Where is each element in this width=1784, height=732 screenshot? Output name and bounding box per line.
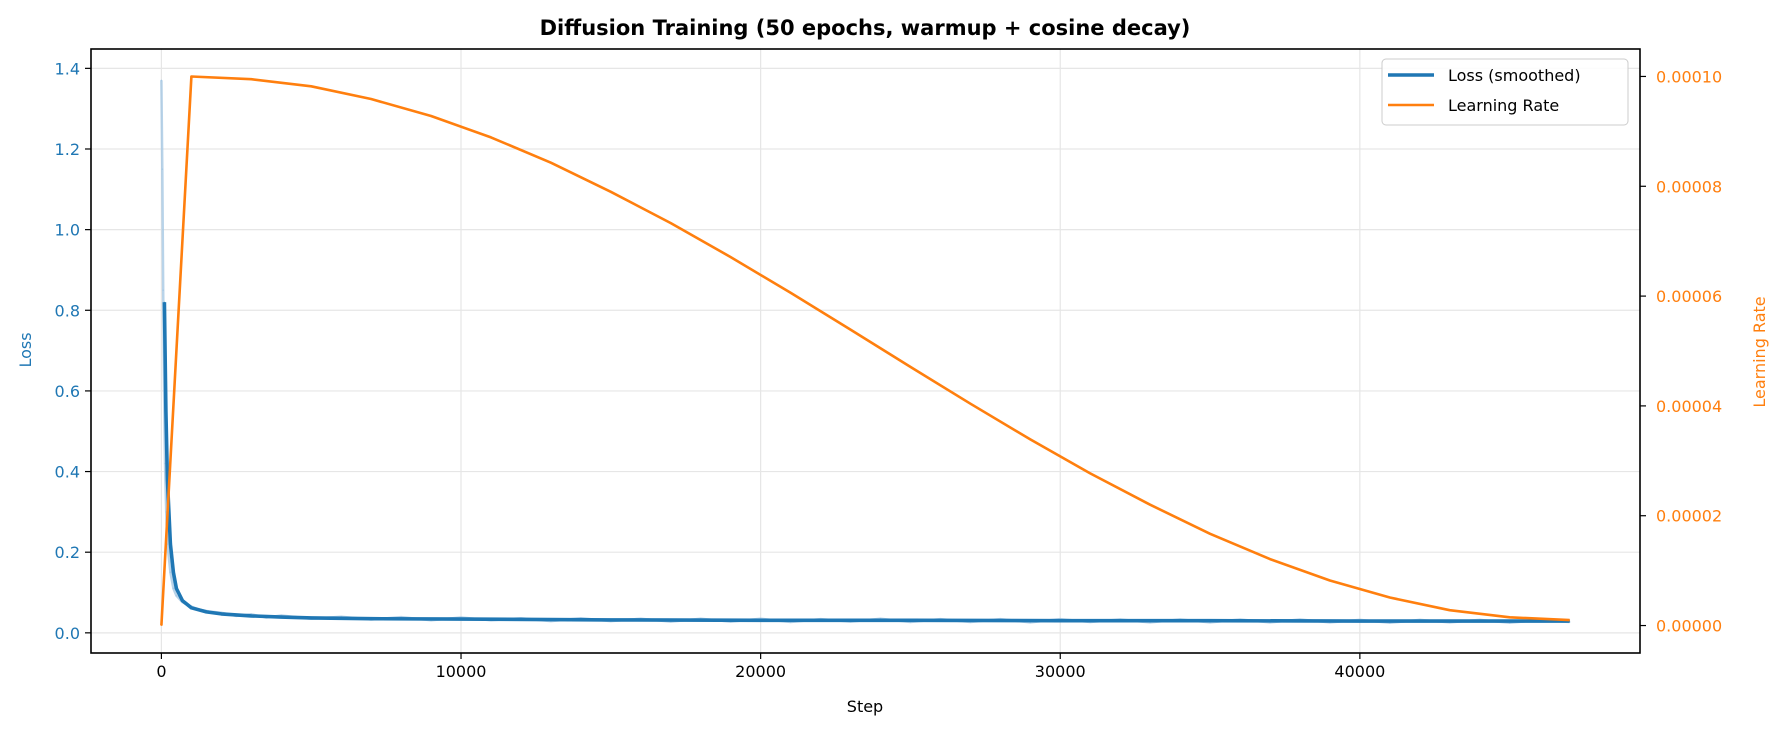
loss-point xyxy=(370,618,372,620)
learning-rate-point xyxy=(250,78,252,80)
y-axis-right: 0.00000 0.00002 0.00004 0.00006 0.00008 0.000… xyxy=(1640,67,1722,636)
y-left-tick-label: 0.2 xyxy=(55,543,80,562)
y-right-tick-label: 0.00006 xyxy=(1656,287,1722,306)
learning-rate-point xyxy=(1449,609,1451,611)
learning-rate-point xyxy=(969,403,971,405)
learning-rate-point xyxy=(490,136,492,138)
loss-point xyxy=(205,611,207,613)
learning-rate-line xyxy=(160,75,1570,626)
loss-point xyxy=(760,619,762,621)
loss-point xyxy=(165,410,167,412)
loss-point xyxy=(172,571,174,573)
learning-rate-point xyxy=(1389,597,1391,599)
loss-point xyxy=(310,617,312,619)
loss-point xyxy=(163,301,165,303)
y-axis-right-label: Learning Rate xyxy=(1750,296,1769,407)
learning-rate-point xyxy=(190,75,192,77)
learning-rate-point xyxy=(790,292,792,294)
learning-rate-point xyxy=(370,98,372,100)
loss-point xyxy=(610,619,612,621)
raw-loss-point xyxy=(175,594,178,597)
raw-loss-layer xyxy=(160,79,1571,625)
y-left-tick-label: 0.0 xyxy=(55,624,80,643)
learning-rate-point xyxy=(1209,533,1211,535)
x-tick-label: 10000 xyxy=(436,662,487,681)
learning-rate-point xyxy=(430,115,432,117)
chart-title: Diffusion Training (50 epochs, warmup + … xyxy=(540,16,1191,40)
x-tick-label: 0 xyxy=(156,662,166,681)
loss-point xyxy=(1359,620,1361,622)
legend: Loss (smoothed) Learning Rate xyxy=(1381,58,1629,126)
learning-rate-point xyxy=(310,85,312,87)
legend-loss-label: Loss (smoothed) xyxy=(1448,66,1581,85)
loss-point xyxy=(1209,620,1211,622)
learning-rate-point xyxy=(1329,580,1331,582)
y-right-tick-label: 0.00008 xyxy=(1656,177,1722,196)
loss-point xyxy=(280,616,282,618)
y-left-tick-label: 0.8 xyxy=(55,301,80,320)
y-left-tick-label: 1.0 xyxy=(55,221,80,240)
raw-loss-point xyxy=(172,587,175,590)
learning-rate-point xyxy=(670,222,672,224)
x-tick-label: 30000 xyxy=(1035,662,1086,681)
series-layer xyxy=(160,75,1571,627)
loss-point xyxy=(190,607,192,609)
learning-rate-point xyxy=(550,162,552,164)
learning-rate-point xyxy=(850,329,852,331)
y-axis-left: 0.0 0.2 0.4 0.6 0.8 1.0 1.2 1.4 xyxy=(55,59,91,643)
loss-point xyxy=(250,615,252,617)
learning-rate-point xyxy=(610,191,612,193)
learning-rate-point xyxy=(1269,558,1271,560)
y-right-tick-label: 0.00000 xyxy=(1656,617,1722,636)
y-right-tick-label: 0.00004 xyxy=(1656,397,1722,416)
loss-point xyxy=(460,618,462,620)
loss-point xyxy=(181,600,183,602)
plot-frame xyxy=(90,48,1641,654)
learning-rate-point xyxy=(909,366,911,368)
learning-rate-point xyxy=(1029,438,1031,440)
loss-point xyxy=(1059,620,1061,622)
y-left-tick-label: 1.4 xyxy=(55,59,80,78)
raw-loss-point xyxy=(160,79,163,82)
y-left-tick-label: 0.4 xyxy=(55,463,80,482)
y-right-tick-label: 0.00010 xyxy=(1656,67,1722,86)
loss-point xyxy=(166,479,168,481)
x-tick-label: 20000 xyxy=(735,662,786,681)
learning-rate-point xyxy=(1569,619,1571,621)
y-left-tick-label: 0.6 xyxy=(55,382,80,401)
legend-lr-label: Learning Rate xyxy=(1448,96,1559,115)
grid xyxy=(91,49,1640,653)
y-right-tick-label: 0.00002 xyxy=(1656,507,1722,526)
learning-rate-point xyxy=(1089,472,1091,474)
learning-rate-point xyxy=(1509,616,1511,618)
x-axis: 0 10000 20000 30000 40000 xyxy=(156,653,1385,681)
legend-box xyxy=(1381,58,1629,126)
learning-rate-point xyxy=(730,256,732,258)
loss-point xyxy=(220,613,222,615)
raw-loss-line xyxy=(160,80,1570,625)
x-axis-label: Step xyxy=(847,697,883,716)
learning-rate-point xyxy=(1149,504,1151,506)
loss-point xyxy=(175,587,177,589)
learning-rate-point xyxy=(160,625,162,627)
raw-loss-point xyxy=(161,168,164,170)
loss-smoothed-line xyxy=(162,302,1570,623)
loss-point xyxy=(169,543,171,545)
x-tick-label: 40000 xyxy=(1334,662,1385,681)
y-left-tick-label: 1.2 xyxy=(55,140,80,159)
raw-loss-point xyxy=(162,289,165,291)
loss-point xyxy=(1509,620,1511,622)
raw-loss-point xyxy=(169,571,172,574)
y-axis-left-label: Loss xyxy=(16,332,35,367)
loss-point xyxy=(909,619,911,621)
